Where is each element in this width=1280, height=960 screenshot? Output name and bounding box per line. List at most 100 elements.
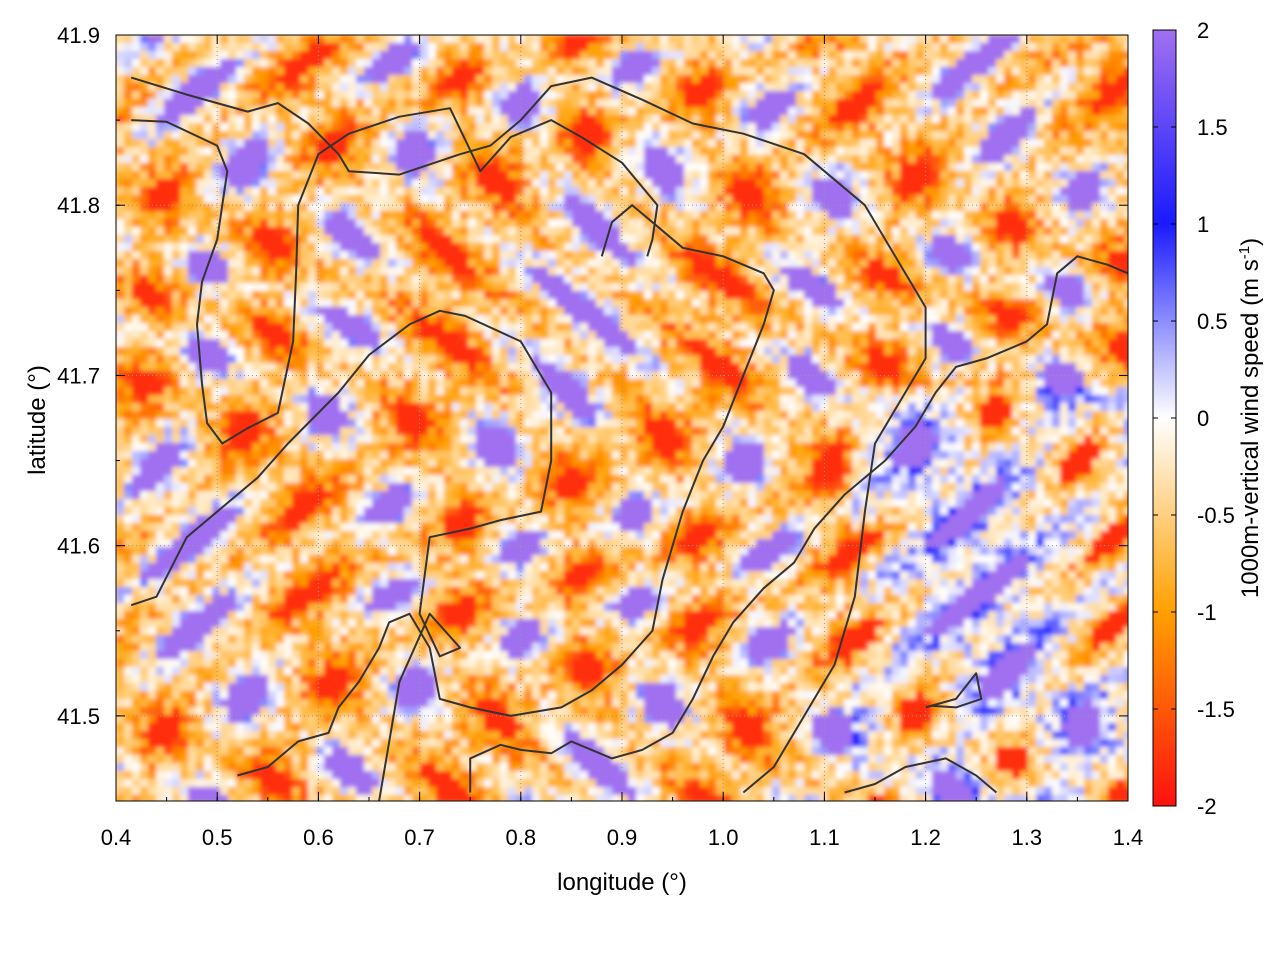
field-cell bbox=[604, 99, 612, 107]
field-cell bbox=[772, 67, 780, 75]
field-cell bbox=[188, 339, 196, 347]
field-cell bbox=[484, 251, 492, 259]
field-cell bbox=[692, 115, 700, 123]
field-cell bbox=[732, 91, 740, 99]
field-cell bbox=[596, 51, 604, 59]
field-cell bbox=[764, 179, 772, 187]
field-cell bbox=[964, 291, 972, 299]
field-cell bbox=[900, 283, 908, 291]
field-cell bbox=[988, 99, 996, 107]
field-cell bbox=[1020, 179, 1028, 187]
field-cell bbox=[444, 123, 452, 131]
field-cell bbox=[140, 307, 148, 315]
field-cell bbox=[636, 171, 644, 179]
field-cell bbox=[1124, 43, 1128, 51]
field-cell bbox=[652, 203, 660, 211]
field-cell bbox=[180, 59, 188, 67]
field-cell bbox=[700, 203, 708, 211]
field-cell bbox=[1100, 315, 1108, 323]
field-cell bbox=[484, 75, 492, 83]
field-cell bbox=[252, 131, 260, 139]
field-cell bbox=[1052, 179, 1060, 187]
field-cell bbox=[892, 67, 900, 75]
field-cell bbox=[500, 219, 508, 227]
field-cell bbox=[516, 307, 524, 315]
field-cell bbox=[1060, 139, 1068, 147]
field-cell bbox=[132, 51, 140, 59]
field-cell bbox=[780, 171, 788, 179]
field-cell bbox=[908, 59, 916, 67]
field-cell bbox=[580, 227, 588, 235]
field-cell bbox=[1020, 259, 1028, 267]
field-cell bbox=[932, 131, 940, 139]
field-cell bbox=[196, 243, 204, 251]
field-cell bbox=[724, 91, 732, 99]
field-cell bbox=[916, 339, 924, 347]
field-cell bbox=[940, 43, 948, 51]
field-cell bbox=[516, 91, 524, 99]
field-cell bbox=[348, 347, 356, 355]
field-cell bbox=[1100, 227, 1108, 235]
field-cell bbox=[124, 99, 132, 107]
field-cell bbox=[772, 139, 780, 147]
field-cell bbox=[524, 187, 532, 195]
field-cell bbox=[1004, 51, 1012, 59]
field-cell bbox=[740, 59, 748, 67]
field-cell bbox=[988, 131, 996, 139]
field-cell bbox=[332, 331, 340, 339]
field-cell bbox=[1108, 91, 1116, 99]
field-cell bbox=[764, 299, 772, 307]
field-cell bbox=[196, 123, 204, 131]
field-cell bbox=[516, 179, 524, 187]
field-cell bbox=[844, 179, 852, 187]
field-cell bbox=[772, 339, 780, 347]
field-cell bbox=[980, 139, 988, 147]
field-cell bbox=[1124, 251, 1128, 259]
field-cell bbox=[452, 331, 460, 339]
field-cell bbox=[620, 235, 628, 243]
field-cell bbox=[652, 67, 660, 75]
field-cell bbox=[1028, 187, 1036, 195]
field-cell bbox=[956, 35, 964, 43]
field-cell bbox=[460, 203, 468, 211]
field-cell bbox=[556, 59, 564, 67]
field-cell bbox=[228, 203, 236, 211]
field-cell bbox=[628, 291, 636, 299]
field-cell bbox=[284, 227, 292, 235]
field-cell bbox=[348, 163, 356, 171]
field-cell bbox=[420, 147, 428, 155]
field-cell bbox=[860, 35, 868, 43]
field-cell bbox=[500, 299, 508, 307]
field-cell bbox=[508, 299, 516, 307]
field-cell bbox=[420, 195, 428, 203]
field-cell bbox=[468, 243, 476, 251]
field-cell bbox=[596, 323, 604, 331]
field-cell bbox=[692, 307, 700, 315]
field-cell bbox=[164, 91, 172, 99]
field-cell bbox=[892, 83, 900, 91]
field-cell bbox=[436, 99, 444, 107]
field-cell bbox=[924, 51, 932, 59]
field-cell bbox=[788, 67, 796, 75]
field-cell bbox=[332, 291, 340, 299]
field-cell bbox=[684, 203, 692, 211]
field-cell bbox=[252, 91, 260, 99]
field-cell bbox=[1012, 307, 1020, 315]
field-cell bbox=[516, 107, 524, 115]
field-cell bbox=[772, 123, 780, 131]
field-cell bbox=[372, 51, 380, 59]
field-cell bbox=[980, 147, 988, 155]
field-cell bbox=[692, 59, 700, 67]
field-cell bbox=[268, 115, 276, 123]
field-cell bbox=[340, 283, 348, 291]
field-cell bbox=[876, 75, 884, 83]
field-cell bbox=[732, 147, 740, 155]
field-cell bbox=[732, 171, 740, 179]
field-cell bbox=[852, 59, 860, 67]
field-cell bbox=[300, 243, 308, 251]
field-cell bbox=[764, 259, 772, 267]
field-cell bbox=[884, 155, 892, 163]
field-cell bbox=[804, 203, 812, 211]
field-cell bbox=[228, 267, 236, 275]
field-cell bbox=[988, 259, 996, 267]
